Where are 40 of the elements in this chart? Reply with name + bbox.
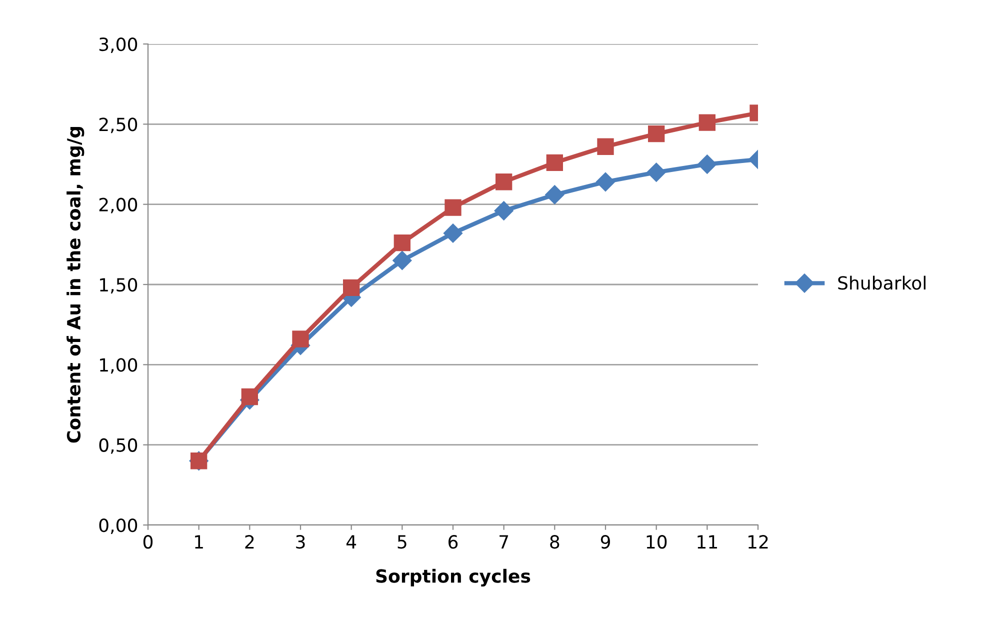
point: [646, 162, 666, 182]
point: [443, 224, 463, 243]
point: [546, 154, 563, 171]
x-tick-label: 6: [448, 535, 458, 549]
y-tick-label: 3,00: [99, 37, 138, 53]
point: [597, 138, 614, 155]
x-tick-label: 9: [600, 535, 610, 549]
x-tick-label: 1: [195, 535, 203, 548]
point: [494, 201, 514, 220]
x-tick-label: 3: [296, 535, 305, 549]
x-tick-label: 2: [245, 535, 254, 548]
point: [648, 125, 665, 142]
y-tick-label: 2,00: [99, 198, 138, 214]
point: [698, 114, 716, 131]
y-tick-label: 1,50: [100, 278, 138, 294]
x-tick-label: 7: [500, 535, 508, 548]
point: [545, 185, 564, 204]
x-tick-label: 11: [698, 535, 717, 548]
y-tick-label: 0,50: [99, 438, 138, 454]
x-tick-label: 5: [398, 535, 406, 549]
y-tick-label: 0,00: [99, 518, 138, 534]
legend-label: Shubarkol: [838, 276, 926, 290]
x-tick-label: 12: [748, 535, 768, 548]
point: [496, 174, 512, 190]
point: [444, 199, 462, 216]
point: [394, 234, 410, 252]
point: [343, 279, 360, 296]
y-tick-label: 1,00: [100, 358, 138, 374]
point: [698, 154, 717, 174]
x-tick-label: 10: [646, 535, 667, 549]
point: [292, 330, 309, 348]
y-tick-label: 2,50: [99, 118, 138, 134]
x-tick-label: 8: [550, 535, 560, 549]
x-tick-label: 0: [143, 535, 153, 549]
point: [596, 172, 616, 192]
x-axis-title: Sorption cycles: [376, 568, 530, 586]
point: [392, 250, 412, 270]
point: [241, 388, 258, 406]
x-tick-label: 4: [346, 535, 356, 548]
y-axis-title: Content of Au in the coal, mg/g: [66, 126, 84, 443]
